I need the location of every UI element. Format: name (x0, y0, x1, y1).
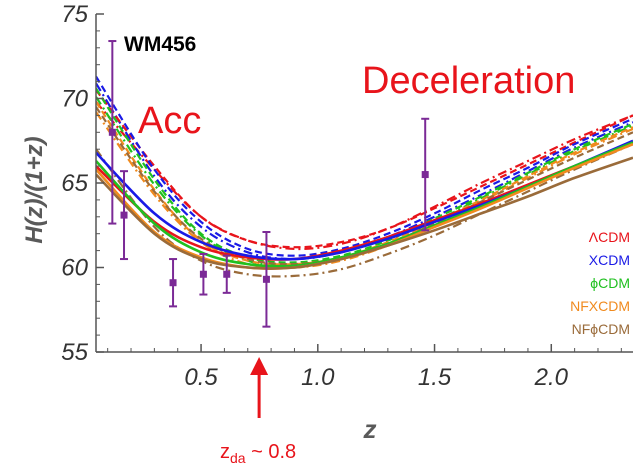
x-tick-label: 1.5 (418, 364, 452, 391)
curve-solid-2 (96, 141, 633, 268)
legend-item: NFϕCDM (572, 321, 630, 337)
plot-area (96, 40, 633, 328)
acceleration-label: Acc (138, 100, 201, 142)
y-tick-label: 60 (61, 255, 88, 282)
curve-dotdash-2 (96, 96, 633, 267)
data-point (421, 117, 430, 232)
legend-item: NFXCDM (570, 298, 630, 314)
legend-item: ΛCDM (589, 229, 630, 245)
data-marker (120, 211, 128, 219)
deceleration-label: Deceleration (362, 60, 575, 102)
data-point (199, 252, 208, 296)
y-axis-label: H(z)/(1+z) (21, 136, 48, 243)
transition-label-sub: da (230, 450, 246, 466)
transition-label: zda ~ 0.8 (220, 441, 296, 466)
legend-item: XCDM (589, 252, 630, 268)
curve-dashed-0 (96, 89, 633, 249)
x-tick-label: 0.5 (184, 364, 218, 391)
y-tick-label: 75 (61, 1, 88, 28)
x-tick-label: 2.0 (534, 364, 569, 391)
x-axis-label: z (363, 414, 377, 444)
data-points (108, 40, 430, 328)
data-point (108, 40, 117, 225)
curve-dashed-1 (96, 75, 633, 257)
curve-solid-4 (96, 156, 633, 270)
data-marker (108, 128, 116, 136)
transition-label-rest: ~ 0.8 (246, 441, 297, 463)
curve-dotdash-3 (96, 111, 633, 269)
legend: ΛCDM XCDM ϕCDM NFXCDM NFϕCDM (570, 229, 630, 337)
data-point (120, 170, 129, 261)
transition-label-main: z (220, 441, 230, 463)
data-marker (262, 275, 270, 283)
y-tick-label: 65 (61, 170, 88, 197)
curve-dashed-4 (96, 106, 633, 266)
x-tick-label: 1.0 (301, 364, 335, 391)
data-marker (169, 279, 177, 287)
legend-item: ϕCDM (590, 275, 630, 291)
y-axis-label-group: H(z)/(1+z) (21, 136, 48, 243)
data-marker (223, 270, 231, 278)
data-point (169, 258, 178, 308)
y-tick-label: 70 (61, 86, 88, 113)
curve-solid-0 (96, 142, 633, 261)
data-marker (199, 270, 207, 278)
data-point (262, 231, 271, 328)
y-tick-label: 55 (61, 339, 88, 366)
data-point (222, 254, 231, 294)
curve-dashed-2 (96, 87, 633, 264)
data-marker (421, 171, 429, 179)
axes: 55 60 65 70 75 0.5 1.0 1.5 2.0 (61, 1, 633, 391)
model-curves (96, 75, 633, 278)
dataset-label: WM456 (124, 33, 196, 56)
